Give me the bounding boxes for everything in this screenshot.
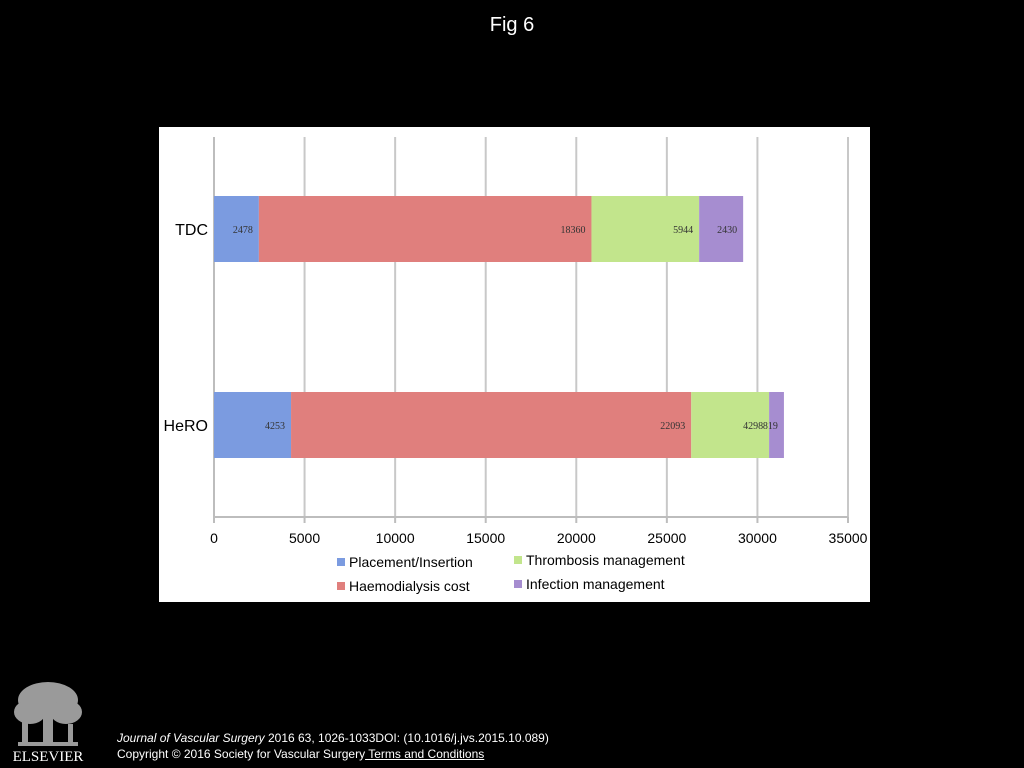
legend-swatch bbox=[514, 556, 522, 564]
x-tick-label: 35000 bbox=[829, 530, 868, 546]
bar-segment bbox=[591, 196, 700, 262]
bar-value-label: 2430 bbox=[717, 225, 737, 236]
elsevier-logo: ELSEVIER bbox=[13, 682, 84, 764]
figure-title: Fig 6 bbox=[489, 14, 535, 36]
bar-segment bbox=[214, 392, 292, 458]
bar-value-label: 819 bbox=[763, 421, 778, 432]
x-tick-label: 0 bbox=[210, 530, 218, 546]
legend-swatch bbox=[337, 582, 345, 590]
bar-segment bbox=[258, 196, 592, 262]
bar-value-label: 22093 bbox=[660, 421, 685, 432]
citation-details: 2016 63, 1026-1033DOI: (10.1016/j.jvs.20… bbox=[264, 731, 549, 745]
x-tick-label: 10000 bbox=[376, 530, 415, 546]
legend-label: Infection management bbox=[526, 576, 665, 592]
chart-panel: 0 5000 10000 15000 20000 25000 30000 35000 TDC 24… bbox=[159, 127, 870, 602]
journal-name: Journal of Vascular Surgery bbox=[117, 731, 265, 745]
bar-value-label: 5944 bbox=[673, 225, 693, 236]
terms-and-conditions-link[interactable]: Terms and Conditions bbox=[365, 747, 485, 761]
x-tick-label: 25000 bbox=[647, 530, 686, 546]
x-tick-label: 15000 bbox=[466, 530, 505, 546]
y-category-label: TDC bbox=[175, 222, 208, 239]
y-category-label: HeRO bbox=[164, 418, 208, 435]
elsevier-logo-text: ELSEVIER bbox=[13, 749, 84, 764]
bar-value-label: 4298 bbox=[743, 421, 763, 432]
tree-icon bbox=[14, 682, 82, 746]
bar-value-label: 18360 bbox=[560, 225, 585, 236]
bar-value-label: 4253 bbox=[265, 421, 285, 432]
x-tick-label: 30000 bbox=[738, 530, 777, 546]
stacked-bar-chart: 0 5000 10000 15000 20000 25000 30000 35000 TDC 24… bbox=[164, 137, 868, 594]
legend-swatch bbox=[514, 580, 522, 588]
legend-swatch bbox=[337, 558, 345, 566]
bar-value-label: 2478 bbox=[233, 225, 253, 236]
copyright-text: Copyright © 2016 Society for Vascular Su… bbox=[117, 747, 366, 761]
bar-segment bbox=[291, 392, 692, 458]
bar-segment bbox=[769, 392, 784, 458]
legend-label: Haemodialysis cost bbox=[349, 578, 470, 594]
legend-label: Placement/Insertion bbox=[349, 554, 473, 570]
x-tick-label: 5000 bbox=[289, 530, 320, 546]
citation-block: Journal of Vascular Surgery 2016 63, 102… bbox=[117, 730, 549, 762]
legend-label: Thrombosis management bbox=[526, 552, 685, 568]
bar-segment bbox=[699, 196, 744, 262]
citation-line: Journal of Vascular Surgery 2016 63, 102… bbox=[117, 730, 549, 746]
bar-segment bbox=[214, 196, 259, 262]
copyright-line: Copyright © 2016 Society for Vascular Su… bbox=[117, 746, 549, 762]
bar-segment bbox=[691, 392, 770, 458]
x-tick-label: 20000 bbox=[557, 530, 596, 546]
